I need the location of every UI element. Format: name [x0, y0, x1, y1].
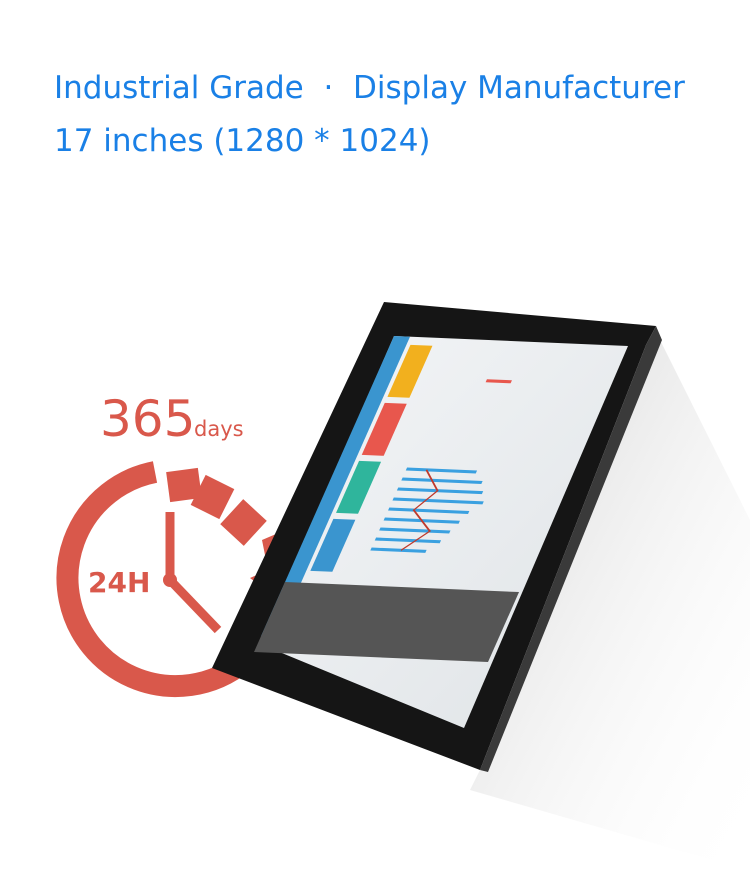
screen-ui	[254, 336, 520, 663]
headline: Industrial Grade · Display Manufacturer	[54, 70, 685, 106]
clock-label: 24H	[88, 566, 150, 599]
days-unit: days	[194, 417, 244, 441]
days-number: 365	[100, 390, 195, 448]
shadow	[470, 330, 750, 871]
subheadline: 17 inches (1280 * 1024)	[54, 123, 431, 159]
tablet-edge	[480, 326, 662, 772]
